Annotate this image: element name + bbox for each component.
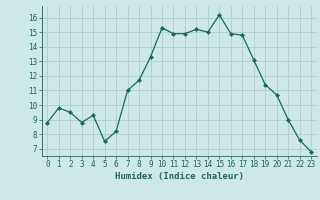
X-axis label: Humidex (Indice chaleur): Humidex (Indice chaleur) xyxy=(115,172,244,181)
